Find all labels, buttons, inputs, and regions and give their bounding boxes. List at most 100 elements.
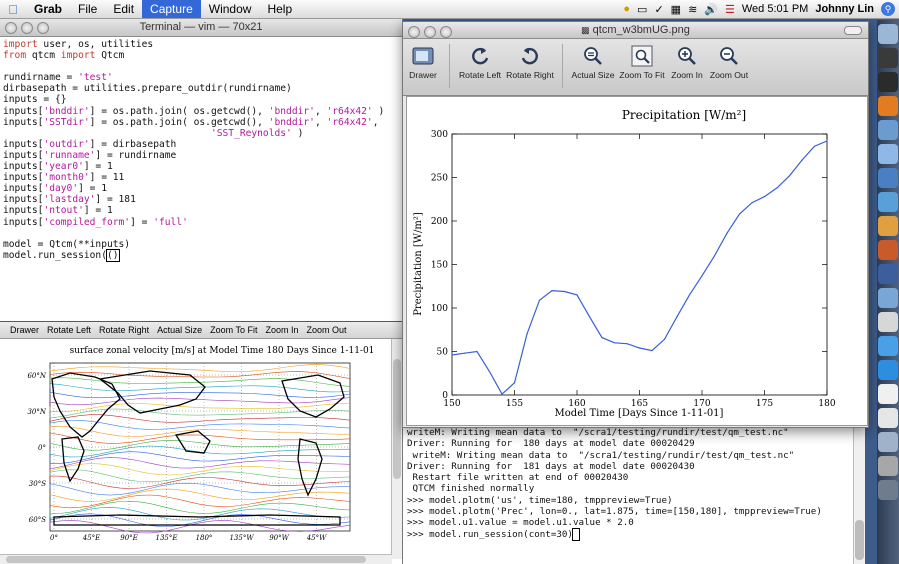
chat-icon[interactable] <box>878 336 898 356</box>
velocity-vertical-scrollbar[interactable] <box>391 339 402 559</box>
zoom-to-fit-button[interactable]: Zoom To Fit <box>617 42 667 80</box>
longitude-label: 45°W <box>306 534 327 542</box>
menu-user[interactable]: Johnny Lin <box>815 3 874 15</box>
code-line[interactable]: 'SST_Reynolds' ) <box>210 127 304 139</box>
vim-editor-text[interactable]: import user, os, utilities from qtcm imp… <box>3 39 385 262</box>
code-line[interactable]: inputs['year0'] = 1 <box>3 161 113 173</box>
close-button[interactable] <box>5 22 17 34</box>
data-point <box>726 232 728 234</box>
preview-toolbar: Drawer Rotate Left Rotate Right Actual S… <box>403 39 868 96</box>
x-tick-label: 175 <box>756 399 773 409</box>
code-line[interactable]: inputs['ntout'] = 1 <box>3 205 113 217</box>
code-line[interactable]: inputs['runname'] = rundirname <box>3 149 177 161</box>
velocity-contour-line <box>49 507 351 521</box>
sync-icon[interactable] <box>878 288 898 308</box>
screen-mirroring-icon[interactable]: ▦ <box>670 3 682 16</box>
app-store-icon[interactable] <box>878 168 898 188</box>
itunes-icon[interactable] <box>878 144 898 164</box>
word-icon[interactable] <box>878 264 898 284</box>
preferences-icon[interactable] <box>878 216 898 236</box>
tools-icon[interactable] <box>878 312 898 332</box>
data-point <box>788 175 791 177</box>
code-line[interactable]: inputs = {} <box>3 94 67 106</box>
back-drawer-button[interactable]: Drawer <box>10 325 40 335</box>
spotlight-icon[interactable]: ⚲ <box>881 2 895 16</box>
preview-titlebar[interactable]: ▩ qtcm_w3bmUG.png <box>403 22 868 39</box>
skype-s-icon[interactable] <box>878 360 898 380</box>
console-scrollbar[interactable] <box>853 425 865 564</box>
trash-icon[interactable] <box>878 480 898 500</box>
code-line[interactable]: inputs['lastday'] = 181 <box>3 194 136 206</box>
rotate-left-button[interactable]: Rotate Left <box>456 42 504 80</box>
back-rotate-left-button[interactable]: Rotate Left <box>47 325 92 335</box>
code-line[interactable]: inputs['day0'] = 1 <box>3 183 107 195</box>
menu-app-grab[interactable]: Grab <box>34 2 63 16</box>
flag-icon[interactable]: ☰ <box>725 3 735 16</box>
zoom-out-button[interactable]: Zoom Out <box>707 42 751 80</box>
finder-icon[interactable] <box>878 24 898 44</box>
rotate-right-button[interactable]: Rotate Right <box>504 42 556 80</box>
preview-icon[interactable] <box>878 432 898 452</box>
preview-zoom-button[interactable] <box>440 26 452 38</box>
back-zoom-out-button[interactable]: Zoom Out <box>306 325 347 335</box>
flashlight-icon[interactable] <box>878 240 898 260</box>
actual-size-button[interactable]: Actual Size <box>569 42 617 80</box>
wifi-icon[interactable]: ≋ <box>688 3 698 16</box>
code-line[interactable]: import user, os, utilities <box>3 39 154 50</box>
code-line[interactable]: inputs['bnddir'] = os.path.join( os.getc… <box>3 105 385 117</box>
back-zoom-to-fit-button[interactable]: Zoom To Fit <box>210 325 258 335</box>
dashboard-icon[interactable] <box>878 48 898 68</box>
firefox-icon[interactable] <box>878 96 898 116</box>
menu-help[interactable]: Help <box>267 2 293 16</box>
code-line[interactable]: model.run_session(() <box>3 248 120 262</box>
zoom-button[interactable] <box>37 22 49 34</box>
cisco-icon[interactable] <box>878 384 898 404</box>
menu-window[interactable]: Window <box>208 2 252 16</box>
python-console[interactable]: writeM: Writing mean data to "/scra1/tes… <box>403 425 865 564</box>
status-orb-icon[interactable]: ● <box>623 3 631 15</box>
code-line[interactable]: inputs['SSTdir'] = os.path.join( os.getc… <box>3 116 379 128</box>
text-cursor: () <box>106 248 120 262</box>
code-line[interactable]: inputs['month0'] = 11 <box>3 172 125 184</box>
back-actual-size-button[interactable]: Actual Size <box>157 325 203 335</box>
drawer-button[interactable]: Drawer <box>403 42 443 80</box>
latitude-label: 0° <box>38 444 46 452</box>
drawer-icon <box>412 47 434 65</box>
back-rotate-right-button[interactable]: Rotate Right <box>99 325 150 335</box>
zoom-in-button[interactable]: Zoom In <box>667 42 707 80</box>
volume-icon[interactable]: 🔊 <box>704 3 718 16</box>
code-line[interactable]: model = Qtcm(**inputs) <box>3 238 131 250</box>
minimize-button[interactable] <box>21 22 33 34</box>
console-line: Restart file written at end of 00020430 <box>407 472 629 484</box>
grab-icon[interactable] <box>878 456 898 476</box>
code-line[interactable]: from qtcm import Qtcm <box>3 50 125 62</box>
preview-minimize-button[interactable] <box>424 26 436 38</box>
code-line[interactable]: inputs['compiled_form'] = 'full' <box>3 216 188 228</box>
menu-capture[interactable]: Capture <box>142 0 201 18</box>
velocity-horizontal-scrollbar[interactable] <box>0 554 392 564</box>
menu-file[interactable]: File <box>78 2 98 16</box>
mail-icon[interactable] <box>878 120 898 140</box>
toolbar-separator <box>449 44 450 88</box>
console-output[interactable]: writeM: Writing mean data to "/scra1/tes… <box>403 425 865 541</box>
data-point <box>538 299 541 301</box>
back-zoom-in-button[interactable]: Zoom In <box>265 325 299 335</box>
x-axis-label: Model Time [Days Since 1-11-01] <box>555 408 724 419</box>
display-icon[interactable]: ▭ <box>637 3 648 16</box>
x11-icon[interactable] <box>878 408 898 428</box>
code-line[interactable]: dirbasepath = utilities.prepare_outdir(r… <box>3 83 292 95</box>
skype-icon[interactable] <box>878 192 898 212</box>
code-line[interactable]: inputs['outdir'] = dirbasepath <box>3 138 177 150</box>
preview-close-button[interactable] <box>408 26 420 38</box>
script-icon[interactable]: ✓ <box>654 3 664 16</box>
x-tick-label: 180 <box>818 399 835 409</box>
menu-edit[interactable]: Edit <box>113 2 135 16</box>
terminal-icon[interactable] <box>878 72 898 92</box>
toolbar-toggle-button[interactable] <box>844 26 862 35</box>
menu-clock[interactable]: Wed 5:01 PM <box>741 3 809 15</box>
code-line[interactable]: rundirname = 'test' <box>3 72 113 84</box>
terminal-titlebar[interactable]: Terminal — vim — 70x21 <box>0 18 402 37</box>
data-point <box>488 370 491 373</box>
apple-menu-icon[interactable]:  <box>0 2 26 17</box>
data-point <box>588 316 591 318</box>
